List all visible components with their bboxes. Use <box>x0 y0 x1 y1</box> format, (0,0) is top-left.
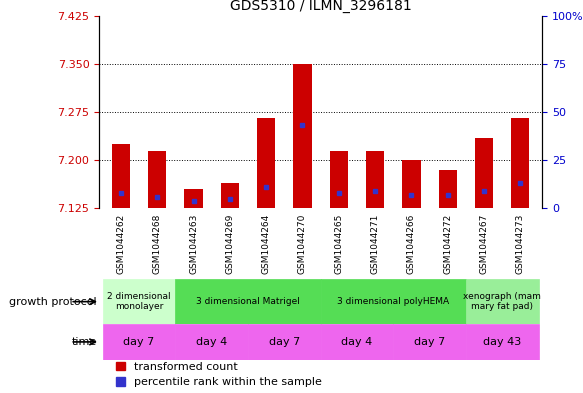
Text: day 7: day 7 <box>124 337 154 347</box>
Text: GSM1044263: GSM1044263 <box>189 213 198 274</box>
Bar <box>148 151 166 208</box>
Bar <box>103 279 175 324</box>
Title: GDS5310 / ILMN_3296181: GDS5310 / ILMN_3296181 <box>230 0 412 13</box>
Bar <box>466 279 539 324</box>
Bar <box>112 144 130 208</box>
Bar <box>321 324 394 360</box>
Text: day 7: day 7 <box>414 337 445 347</box>
Text: growth protocol: growth protocol <box>9 297 97 307</box>
Text: day 7: day 7 <box>269 337 300 347</box>
Text: GSM1044273: GSM1044273 <box>516 213 525 274</box>
Bar <box>402 160 420 208</box>
Text: GSM1044267: GSM1044267 <box>480 213 489 274</box>
Text: GSM1044266: GSM1044266 <box>407 213 416 274</box>
Text: GSM1044272: GSM1044272 <box>443 213 452 274</box>
Text: day 4: day 4 <box>196 337 227 347</box>
Text: GSM1044270: GSM1044270 <box>298 213 307 274</box>
Text: time: time <box>72 337 97 347</box>
Text: 3 dimensional Matrigel: 3 dimensional Matrigel <box>196 297 300 306</box>
Text: 2 dimensional
monolayer: 2 dimensional monolayer <box>107 292 171 311</box>
Text: 3 dimensional polyHEMA: 3 dimensional polyHEMA <box>337 297 449 306</box>
Text: day 43: day 43 <box>483 337 521 347</box>
Bar <box>511 118 529 208</box>
Bar <box>475 138 493 208</box>
Bar <box>257 118 275 208</box>
Text: GSM1044269: GSM1044269 <box>226 213 234 274</box>
Text: xenograph (mam
mary fat pad): xenograph (mam mary fat pad) <box>463 292 541 311</box>
Text: GSM1044268: GSM1044268 <box>153 213 161 274</box>
Text: GSM1044271: GSM1044271 <box>371 213 380 274</box>
Bar <box>366 151 384 208</box>
Bar <box>221 183 239 208</box>
Bar <box>293 64 311 208</box>
Bar <box>321 279 466 324</box>
Bar <box>103 324 175 360</box>
Bar <box>394 324 466 360</box>
Bar <box>175 279 321 324</box>
Bar <box>248 324 321 360</box>
Bar <box>466 324 539 360</box>
Legend: transformed count, percentile rank within the sample: transformed count, percentile rank withi… <box>117 362 322 387</box>
Text: day 4: day 4 <box>341 337 373 347</box>
Text: GSM1044262: GSM1044262 <box>117 213 125 274</box>
Text: GSM1044264: GSM1044264 <box>262 213 271 274</box>
Bar <box>184 189 203 208</box>
Bar <box>330 151 348 208</box>
Bar <box>438 170 457 208</box>
Text: GSM1044265: GSM1044265 <box>334 213 343 274</box>
Bar <box>175 324 248 360</box>
